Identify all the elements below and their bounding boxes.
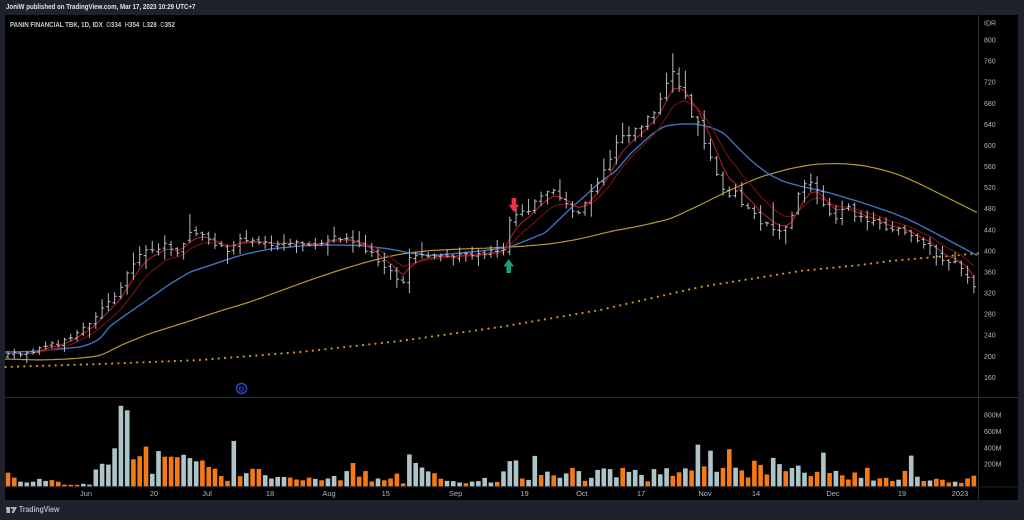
- svg-text:600: 600: [984, 143, 996, 150]
- svg-text:800: 800: [984, 38, 996, 45]
- svg-text:18: 18: [266, 489, 274, 498]
- svg-text:2023: 2023: [952, 489, 969, 498]
- svg-text:Sep: Sep: [449, 489, 462, 498]
- svg-text:760: 760: [984, 59, 996, 66]
- svg-text:680: 680: [984, 101, 996, 108]
- svg-text:520: 520: [984, 185, 996, 192]
- svg-text:640: 640: [984, 122, 996, 129]
- svg-text:720: 720: [984, 80, 996, 87]
- svg-text:15: 15: [382, 489, 390, 498]
- svg-text:480: 480: [984, 206, 996, 213]
- svg-text:Jul: Jul: [202, 489, 212, 498]
- svg-text:14: 14: [752, 489, 760, 498]
- svg-text:19: 19: [520, 489, 528, 498]
- svg-text:360: 360: [984, 270, 996, 277]
- svg-text:D: D: [239, 384, 245, 393]
- svg-text:200: 200: [984, 354, 996, 361]
- svg-text:IDR: IDR: [984, 20, 996, 27]
- svg-text:Nov: Nov: [698, 489, 712, 498]
- svg-text:20: 20: [150, 489, 158, 498]
- svg-text:280: 280: [984, 312, 996, 319]
- svg-text:17: 17: [637, 489, 645, 498]
- svg-text:Oct: Oct: [576, 489, 589, 498]
- svg-text:320: 320: [984, 291, 996, 298]
- svg-text:240: 240: [984, 333, 996, 340]
- svg-text:Aug: Aug: [322, 489, 335, 498]
- svg-text:200M: 200M: [984, 462, 1002, 469]
- svg-text:400: 400: [984, 248, 996, 255]
- svg-text:560: 560: [984, 164, 996, 171]
- svg-text:Jun: Jun: [80, 489, 92, 498]
- svg-text:160: 160: [984, 375, 996, 382]
- svg-text:Dec: Dec: [826, 489, 840, 498]
- svg-text:440: 440: [984, 227, 996, 234]
- svg-text:400M: 400M: [984, 446, 1002, 453]
- svg-text:600M: 600M: [984, 429, 1002, 436]
- svg-text:19: 19: [898, 489, 906, 498]
- svg-text:800M: 800M: [984, 413, 1002, 420]
